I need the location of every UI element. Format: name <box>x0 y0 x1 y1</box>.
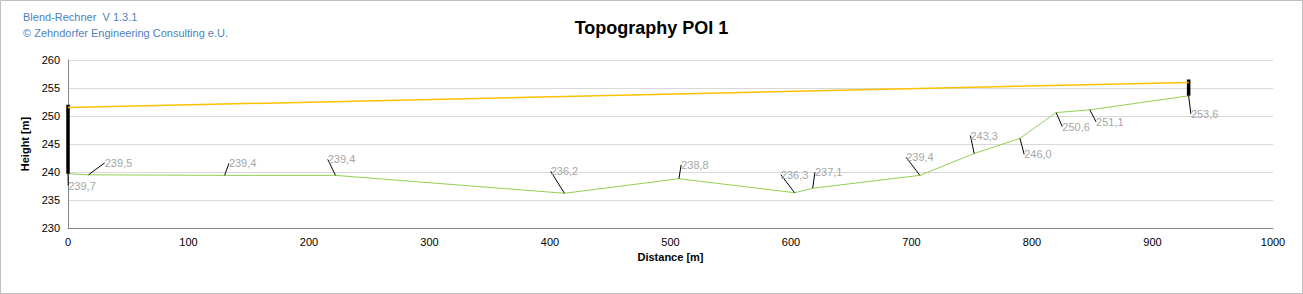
svg-text:230: 230 <box>42 222 60 234</box>
svg-text:239,4: 239,4 <box>229 157 257 169</box>
svg-text:240: 240 <box>42 166 60 178</box>
svg-text:239,4: 239,4 <box>328 153 356 165</box>
svg-text:800: 800 <box>1023 236 1041 248</box>
svg-text:260: 260 <box>42 54 60 66</box>
svg-text:237,1: 237,1 <box>815 166 843 178</box>
svg-text:500: 500 <box>661 236 679 248</box>
svg-text:600: 600 <box>782 236 800 248</box>
svg-text:1000: 1000 <box>1261 236 1285 248</box>
svg-text:236,2: 236,2 <box>551 165 579 177</box>
svg-text:100: 100 <box>179 236 197 248</box>
svg-text:239,5: 239,5 <box>105 157 133 169</box>
svg-text:251,1: 251,1 <box>1096 116 1124 128</box>
svg-text:250: 250 <box>42 110 60 122</box>
svg-text:Topography POI 1: Topography POI 1 <box>575 18 729 38</box>
svg-text:0: 0 <box>65 236 71 248</box>
svg-text:Blend-Rechner V 1.3.1: Blend-Rechner V 1.3.1 <box>23 11 137 23</box>
svg-text:© Zehndorfer Engineering Consu: © Zehndorfer Engineering Consulting e.U. <box>23 27 228 39</box>
svg-text:243,3: 243,3 <box>970 130 998 142</box>
svg-text:700: 700 <box>902 236 920 248</box>
svg-text:236,3: 236,3 <box>781 169 809 181</box>
svg-text:239,4: 239,4 <box>906 151 934 163</box>
svg-text:239,7: 239,7 <box>68 180 96 192</box>
svg-text:200: 200 <box>300 236 318 248</box>
svg-text:255: 255 <box>42 82 60 94</box>
svg-text:Distance [m]: Distance [m] <box>637 251 703 263</box>
svg-text:238,8: 238,8 <box>681 159 709 171</box>
svg-text:235: 235 <box>42 194 60 206</box>
svg-text:253,6: 253,6 <box>1191 108 1219 120</box>
svg-text:246,0: 246,0 <box>1024 148 1052 160</box>
svg-text:245: 245 <box>42 138 60 150</box>
svg-text:300: 300 <box>420 236 438 248</box>
svg-text:Height [m]: Height [m] <box>19 116 31 171</box>
svg-text:900: 900 <box>1143 236 1161 248</box>
svg-text:250,6: 250,6 <box>1062 121 1090 133</box>
svg-text:400: 400 <box>541 236 559 248</box>
